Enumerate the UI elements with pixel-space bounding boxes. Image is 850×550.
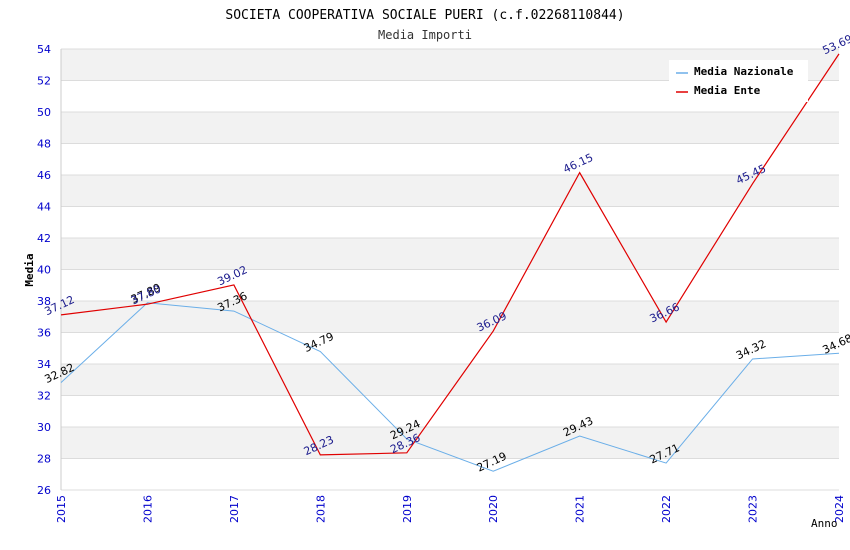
x-axis-label: Anno [811,517,838,530]
y-tick-label: 36 [37,327,51,340]
x-axis-ticks: 2015 2016 2017 2018 2019 2020 2021 2022 2023 2024 [55,495,846,523]
chart-title: SOCIETA COOPERATIVA SOCIALE PUERI (c.f.0… [225,8,624,23]
y-tick-label: 28 [37,453,51,466]
x-tick-label: 2019 [401,495,414,523]
y-axis-label: Media [23,253,36,286]
series-line-media-nazionale [60,302,840,472]
x-tick-label: 2021 [574,495,587,523]
legend-label-media-nazionale: Media Nazionale [694,65,794,78]
plot-band [61,301,839,333]
chart-subtitle: Media Importi [378,28,472,42]
plot-band [61,238,839,270]
plot-band [61,206,839,238]
legend-box [669,60,808,102]
y-tick-label: 26 [37,484,51,497]
legend: Media Nazionale Media Ente [669,60,808,102]
plot-band [61,395,839,427]
plot-band [61,332,839,364]
series-lines [60,53,840,472]
y-tick-label: 46 [37,169,51,182]
plot-band [61,269,839,301]
plot-band [61,427,839,459]
plot-band [61,364,839,396]
y-tick-label: 32 [37,390,51,403]
y-tick-label: 30 [37,421,51,434]
y-tick-label: 40 [37,264,51,277]
y-tick-label: 44 [37,201,51,214]
y-tick-label: 50 [37,106,51,119]
x-tick-label: 2022 [660,495,673,523]
plot-band [61,458,839,490]
legend-label-media-ente: Media Ente [694,84,761,97]
x-tick-label: 2018 [314,495,327,523]
series-line-media-ente [60,53,840,456]
x-tick-label: 2015 [55,495,68,523]
plot-band [61,112,839,144]
plot-band [61,175,839,207]
plot-background [61,49,839,490]
y-tick-label: 52 [37,75,51,88]
y-tick-label: 42 [37,232,51,245]
y-tick-label: 34 [37,358,51,371]
y-axis-ticks: 26 28 30 32 34 36 38 40 42 44 46 48 50 52 54 [37,43,51,497]
grid-lines [60,48,839,491]
y-tick-label: 38 [37,295,51,308]
x-tick-label: 2024 [833,495,846,523]
x-tick-label: 2016 [141,495,154,523]
y-tick-label: 48 [37,138,51,151]
x-tick-label: 2017 [228,495,241,523]
x-tick-label: 2023 [747,495,760,523]
plot-band [61,143,839,175]
y-tick-label: 54 [37,43,51,56]
x-tick-label: 2020 [487,495,500,523]
